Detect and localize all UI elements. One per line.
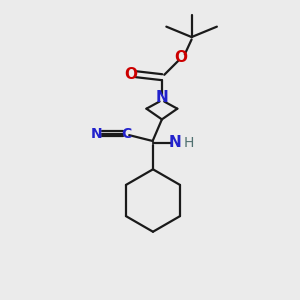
Text: O: O (124, 67, 137, 82)
Text: N: N (169, 135, 182, 150)
Text: C: C (121, 127, 131, 141)
Text: N: N (91, 127, 102, 141)
Text: O: O (175, 50, 188, 65)
Text: H: H (184, 136, 194, 151)
Text: N: N (155, 91, 168, 106)
